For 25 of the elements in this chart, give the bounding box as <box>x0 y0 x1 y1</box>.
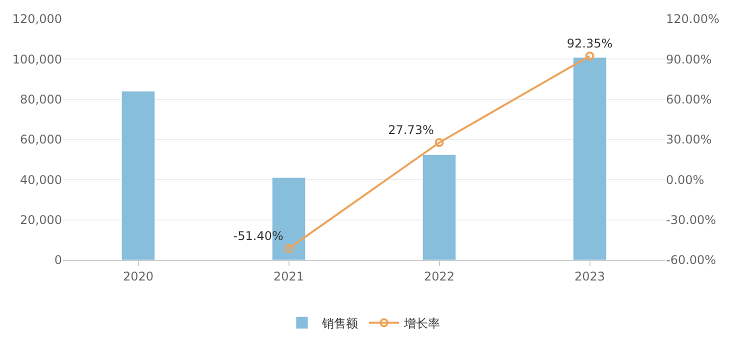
legend-label: 销售额 <box>321 316 358 330</box>
y-tick-label: 100,000 <box>12 52 62 66</box>
data-label: 92.35% <box>566 36 613 51</box>
y2-tick-label: 120.00% <box>666 12 720 26</box>
x-tick-label: 2020 <box>122 269 154 284</box>
y-tick-label: 20,000 <box>20 213 62 228</box>
y-tick-label: 0 <box>54 253 62 268</box>
y-tick-label: 40,000 <box>20 172 62 187</box>
y-tick-label: 80,000 <box>20 92 62 107</box>
x-tick-label: 2023 <box>574 269 606 284</box>
point <box>434 138 444 148</box>
y2-tick-label: -60.00% <box>666 253 716 268</box>
y2-tick-label: 0.00% <box>666 172 704 187</box>
y2-tick-label: 30.00% <box>666 132 712 147</box>
data-label: 27.73% <box>388 123 434 138</box>
y-tick-label: 60,000 <box>20 132 62 147</box>
y-tick-label: 120,000 <box>12 12 62 26</box>
legend-label: 增长率 <box>403 316 440 330</box>
y2-tick-label: 90.00% <box>666 52 712 66</box>
y2-tick-label: 60.00% <box>666 92 712 107</box>
y2-tick-label: -30.00% <box>666 213 716 228</box>
point <box>284 244 294 253</box>
x-tick-label: 2022 <box>424 269 455 284</box>
point <box>585 52 594 61</box>
x-tick-label: 2021 <box>273 269 304 284</box>
